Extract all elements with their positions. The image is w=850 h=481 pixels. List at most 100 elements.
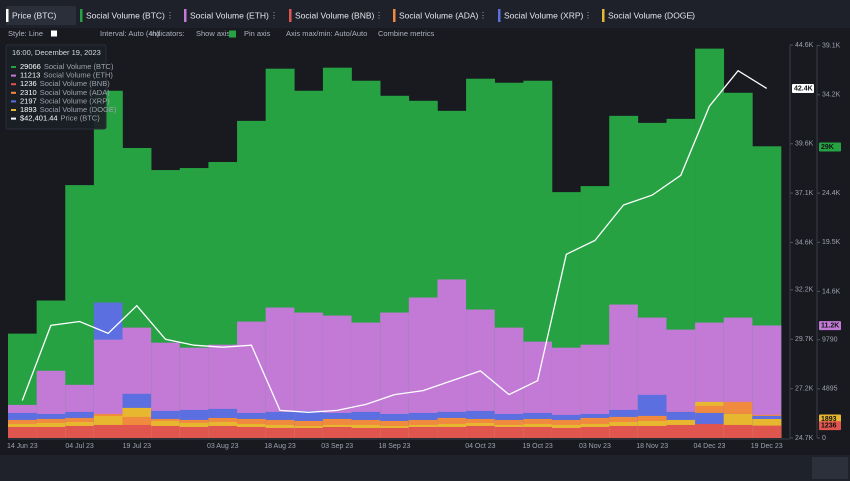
- tooltip-label: Social Volume (ETH): [43, 71, 113, 80]
- tooltip-value: $42,401.44: [20, 114, 58, 123]
- x-tick-label: 03 Nov 23: [579, 443, 611, 450]
- tooltip-value: 1236: [20, 79, 37, 88]
- tooltip-label: Social Volume (DOGE): [40, 105, 117, 114]
- bar: [523, 426, 553, 438]
- tab-menu[interactable]: ⋮: [688, 11, 696, 20]
- show-axis-check[interactable]: [229, 30, 236, 38]
- tooltip-title: 16:00, December 19, 2023: [12, 48, 101, 57]
- x-tick-label: 14 Jun 23: [7, 443, 38, 450]
- tab-menu[interactable]: ⋮: [479, 11, 487, 20]
- bar: [322, 426, 352, 438]
- y-tick-label: 24.7K: [795, 435, 814, 442]
- axis-marker: [819, 142, 841, 152]
- bar: [437, 279, 467, 438]
- bar: [466, 425, 496, 438]
- bar: [609, 425, 639, 438]
- bar: [408, 426, 438, 438]
- bar: [208, 425, 238, 438]
- tab-color: [393, 9, 396, 22]
- tab-color: [289, 9, 292, 22]
- tab-color: [602, 9, 605, 22]
- tab-menu[interactable]: ⋮: [375, 11, 383, 20]
- tooltip-swatch: [11, 91, 16, 94]
- axis-marker: [819, 421, 841, 431]
- style-color-box[interactable]: [51, 30, 57, 37]
- active-tab[interactable]: [6, 6, 76, 25]
- toolbar-item[interactable]: Pin axis: [244, 29, 271, 38]
- tooltip-value: 2310: [20, 88, 37, 97]
- tab-label[interactable]: Social Volume (BNB): [295, 10, 375, 20]
- toolbar-item[interactable]: Interval: Auto (4h): [100, 29, 160, 38]
- bar: [666, 424, 696, 438]
- x-tick-label: 18 Sep 23: [379, 443, 411, 450]
- y-tick-label: 29.7K: [795, 336, 814, 343]
- bar: [551, 427, 581, 438]
- bar: [752, 425, 782, 438]
- price-line: [21, 69, 768, 413]
- toolbar-item[interactable]: Axis max/min: Auto/Auto: [286, 29, 367, 38]
- y-tick-label: 39.6K: [795, 141, 814, 148]
- tooltip-value: 1893: [20, 105, 37, 114]
- bar: [65, 425, 95, 438]
- x-tick-label: 04 Dec 23: [693, 443, 725, 450]
- x-tick-label: 03 Sep 23: [321, 443, 353, 450]
- toolbar-item[interactable]: Style: Line: [8, 29, 43, 38]
- tab-label[interactable]: Price (BTC): [12, 10, 57, 20]
- axis-marker-label: 1236: [821, 422, 837, 429]
- y2-tick-label: 39.1K: [822, 42, 841, 49]
- axis-marker: [792, 83, 814, 93]
- axis-marker-label: 29K: [821, 144, 834, 151]
- tab-menu[interactable]: ⋮: [270, 11, 278, 20]
- y2-tick-label: 24.4K: [822, 190, 841, 197]
- y-tick-label: 32.2K: [795, 287, 814, 294]
- tab-label[interactable]: Social Volume (ETH): [190, 10, 269, 20]
- bar: [151, 425, 181, 438]
- y2-tick-label: 19.5K: [822, 239, 841, 246]
- axis-marker-label: 11.2K: [821, 322, 839, 329]
- tooltip-swatch: [11, 109, 16, 111]
- tab-label[interactable]: Social Volume (XRP): [504, 10, 584, 20]
- tooltip-value: 11213: [20, 71, 40, 80]
- tooltip-label: Price (BTC): [61, 114, 101, 123]
- tooltip-swatch: [11, 83, 16, 86]
- tab-label[interactable]: Social Volume (BTC): [86, 10, 165, 20]
- bar: [36, 426, 66, 438]
- bar: [723, 424, 753, 438]
- tab-color: [6, 9, 9, 22]
- y2-tick-label: 34.2K: [822, 92, 841, 99]
- tab-bar: [0, 0, 850, 28]
- tab-color: [498, 9, 501, 22]
- x-tick-label: 18 Nov 23: [636, 443, 668, 450]
- axis-marker-label: 42.4K: [794, 85, 813, 92]
- y-tick-label: 34.6K: [795, 239, 814, 246]
- tooltip-value: 2197: [20, 96, 37, 105]
- tooltip-label: Social Volume (ADA): [40, 88, 111, 97]
- bar: [294, 427, 324, 438]
- y-tick-label: 27.2K: [795, 385, 814, 392]
- bar: [265, 427, 295, 438]
- tab-menu[interactable]: ⋮: [166, 11, 174, 20]
- x-tick-label: 19 Jul 23: [123, 443, 152, 450]
- tooltip-label: Social Volume (XRP): [40, 96, 111, 105]
- bar: [637, 425, 667, 438]
- bar: [437, 426, 467, 438]
- navigator-window[interactable]: [812, 457, 848, 479]
- bar: [179, 426, 209, 438]
- bar: [93, 424, 123, 438]
- bar: [580, 426, 610, 438]
- x-tick-label: 19 Dec 23: [751, 443, 783, 450]
- y2-tick-label: 9790: [822, 337, 838, 344]
- tooltip-swatch: [11, 117, 16, 120]
- x-tick-label: 03 Aug 23: [207, 443, 239, 450]
- bar: [380, 427, 410, 438]
- navigator[interactable]: [0, 455, 850, 481]
- toolbar-item[interactable]: Combine metrics: [378, 29, 435, 38]
- tab-label[interactable]: Social Volume (DOGE): [608, 10, 695, 20]
- tooltip-value: 29066: [20, 62, 41, 71]
- tab-label[interactable]: Social Volume (ADA): [399, 10, 479, 20]
- tab-menu[interactable]: ⋮: [584, 11, 592, 20]
- tooltip-swatch: [11, 66, 16, 68]
- toolbar-item[interactable]: Show axis: [196, 29, 230, 38]
- toolbar-item[interactable]: Indicators:: [150, 29, 185, 38]
